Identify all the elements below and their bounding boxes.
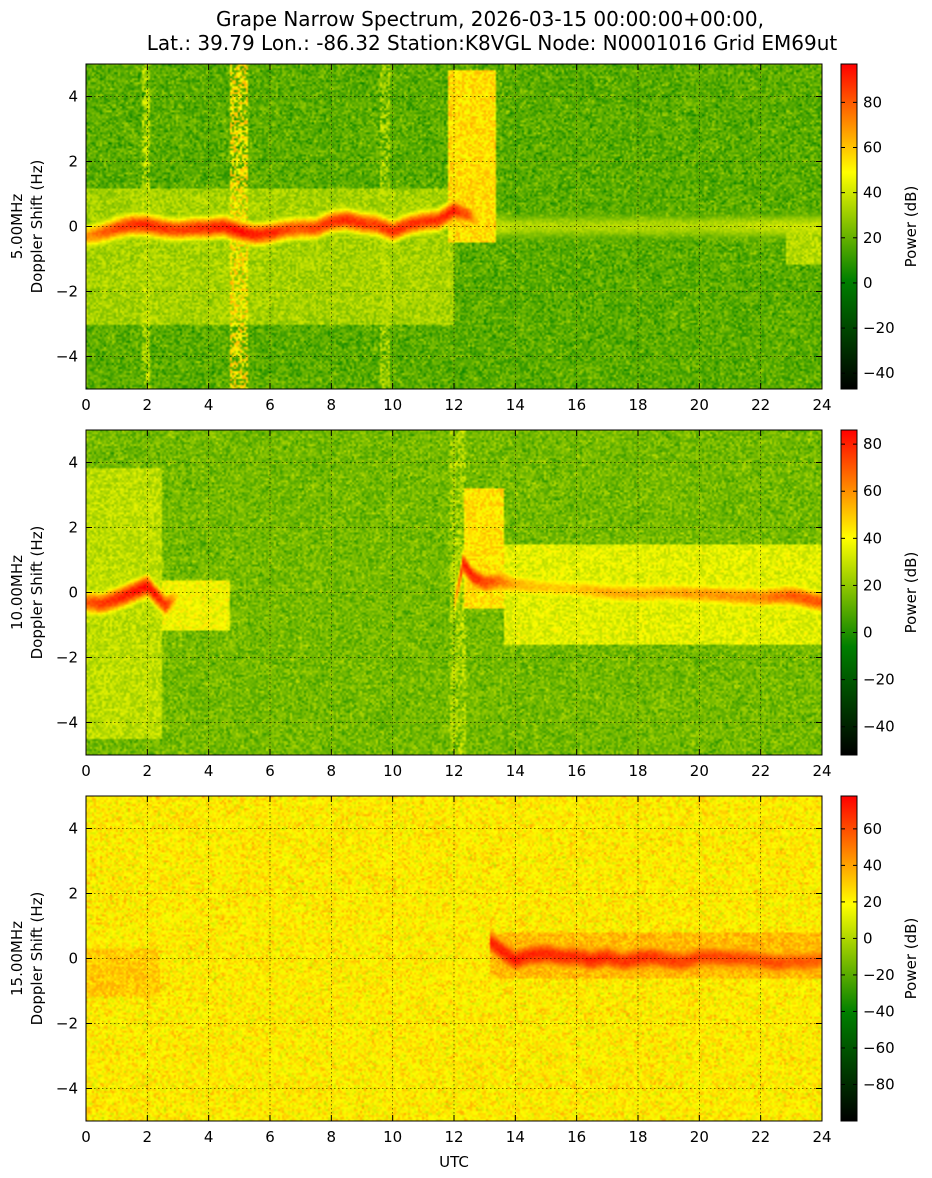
- y-axis-label-frequency: 10.00MHz: [8, 555, 26, 630]
- x-tick-label: 22: [751, 762, 770, 780]
- y-axis-label: Doppler Shift (Hz): [28, 526, 46, 660]
- colorbar-tick-label: 60: [863, 139, 882, 157]
- colorbar-tick-label: 60: [863, 482, 882, 500]
- x-tick-label: 18: [628, 396, 647, 414]
- y-axis-label: Doppler Shift (Hz): [28, 160, 46, 294]
- x-tick-label: 4: [204, 396, 214, 414]
- x-tick-label: 12: [444, 396, 463, 414]
- y-tick-label: 0: [68, 950, 78, 968]
- figure-title-line2: Lat.: 39.79 Lon.: -86.32 Station:K8VGL N…: [147, 31, 838, 55]
- colorbar-tick-label: −40: [863, 718, 895, 736]
- colorbar-tick-label: 20: [863, 576, 882, 594]
- x-tick-label: 16: [567, 1128, 586, 1146]
- x-tick-label: 20: [690, 762, 709, 780]
- y-axis-label: Doppler Shift (Hz): [28, 892, 46, 1026]
- colorbar-tick-label: 0: [863, 929, 873, 947]
- y-tick-label: 2: [68, 519, 78, 537]
- x-tick-label: 24: [812, 762, 831, 780]
- colorbar: [840, 429, 858, 756]
- y-tick-label: −4: [56, 1080, 78, 1098]
- y-tick-label: 0: [68, 584, 78, 602]
- x-tick-label: 0: [81, 396, 91, 414]
- x-tick-label: 10: [383, 762, 402, 780]
- x-tick-label: 12: [444, 762, 463, 780]
- x-tick-label: 22: [751, 1128, 770, 1146]
- y-axis-label-frequency: 15.00MHz: [8, 921, 26, 996]
- x-tick-label: 6: [265, 762, 275, 780]
- x-tick-label: 6: [265, 396, 275, 414]
- x-tick-label: 24: [812, 1128, 831, 1146]
- colorbar-label: Power (dB): [902, 918, 920, 1000]
- y-tick-label: 4: [68, 88, 78, 106]
- x-tick-label: 2: [143, 396, 153, 414]
- colorbar-tick-label: 80: [863, 435, 882, 453]
- y-axis-label-frequency: 5.00MHz: [8, 194, 26, 260]
- x-tick-label: 0: [81, 1128, 91, 1146]
- x-tick-label: 14: [506, 762, 525, 780]
- x-tick-label: 18: [628, 762, 647, 780]
- x-tick-label: 4: [204, 762, 214, 780]
- x-tick-label: 2: [143, 1128, 153, 1146]
- y-tick-label: −2: [56, 649, 78, 667]
- y-tick-label: −2: [56, 283, 78, 301]
- x-tick-label: 8: [327, 1128, 337, 1146]
- x-tick-label: 16: [567, 396, 586, 414]
- x-tick-label: 0: [81, 762, 91, 780]
- colorbar-tick-label: 40: [863, 529, 882, 547]
- x-tick-label: 14: [506, 396, 525, 414]
- x-tick-label: 2: [143, 762, 153, 780]
- colorbar-tick-label: −20: [863, 319, 895, 337]
- y-tick-label: 2: [68, 153, 78, 171]
- x-tick-label: 12: [444, 1128, 463, 1146]
- y-tick-label: 0: [68, 218, 78, 236]
- colorbar-label: Power (dB): [902, 186, 920, 268]
- y-tick-label: 2: [68, 885, 78, 903]
- x-tick-label: 16: [567, 762, 586, 780]
- colorbar-tick-label: −40: [863, 364, 895, 382]
- colorbar: [840, 795, 858, 1122]
- x-tick-label: 6: [265, 1128, 275, 1146]
- y-tick-label: −2: [56, 1015, 78, 1033]
- x-axis-label: UTC: [439, 1153, 469, 1171]
- y-tick-label: −4: [56, 714, 78, 732]
- colorbar-tick-label: 20: [863, 893, 882, 911]
- colorbar-tick-label: −20: [863, 966, 895, 984]
- colorbar-tick-label: −40: [863, 1002, 895, 1020]
- colorbar-tick-label: −20: [863, 671, 895, 689]
- x-tick-label: 24: [812, 396, 831, 414]
- x-tick-label: 8: [327, 396, 337, 414]
- x-tick-label: 14: [506, 1128, 525, 1146]
- colorbar-label: Power (dB): [902, 552, 920, 634]
- figure-title-line1: Grape Narrow Spectrum, 2026-03-15 00:00:…: [216, 7, 764, 31]
- x-tick-label: 22: [751, 396, 770, 414]
- x-tick-label: 10: [383, 396, 402, 414]
- colorbar-tick-label: 0: [863, 624, 873, 642]
- y-tick-label: −4: [56, 348, 78, 366]
- colorbar-tick-label: −60: [863, 1039, 895, 1057]
- x-tick-label: 20: [690, 1128, 709, 1146]
- colorbar-tick-label: −80: [863, 1075, 895, 1093]
- colorbar-tick-label: 60: [863, 820, 882, 838]
- x-tick-label: 20: [690, 396, 709, 414]
- colorbar-tick-label: 0: [863, 274, 873, 292]
- colorbar: [840, 63, 858, 390]
- y-tick-label: 4: [68, 454, 78, 472]
- x-tick-label: 8: [327, 762, 337, 780]
- x-tick-label: 4: [204, 1128, 214, 1146]
- x-tick-label: 10: [383, 1128, 402, 1146]
- colorbar-tick-label: 20: [863, 229, 882, 247]
- y-tick-label: 4: [68, 820, 78, 838]
- colorbar-tick-label: 40: [863, 856, 882, 874]
- colorbar-tick-label: 40: [863, 184, 882, 202]
- colorbar-tick-label: 80: [863, 93, 882, 111]
- x-tick-label: 18: [628, 1128, 647, 1146]
